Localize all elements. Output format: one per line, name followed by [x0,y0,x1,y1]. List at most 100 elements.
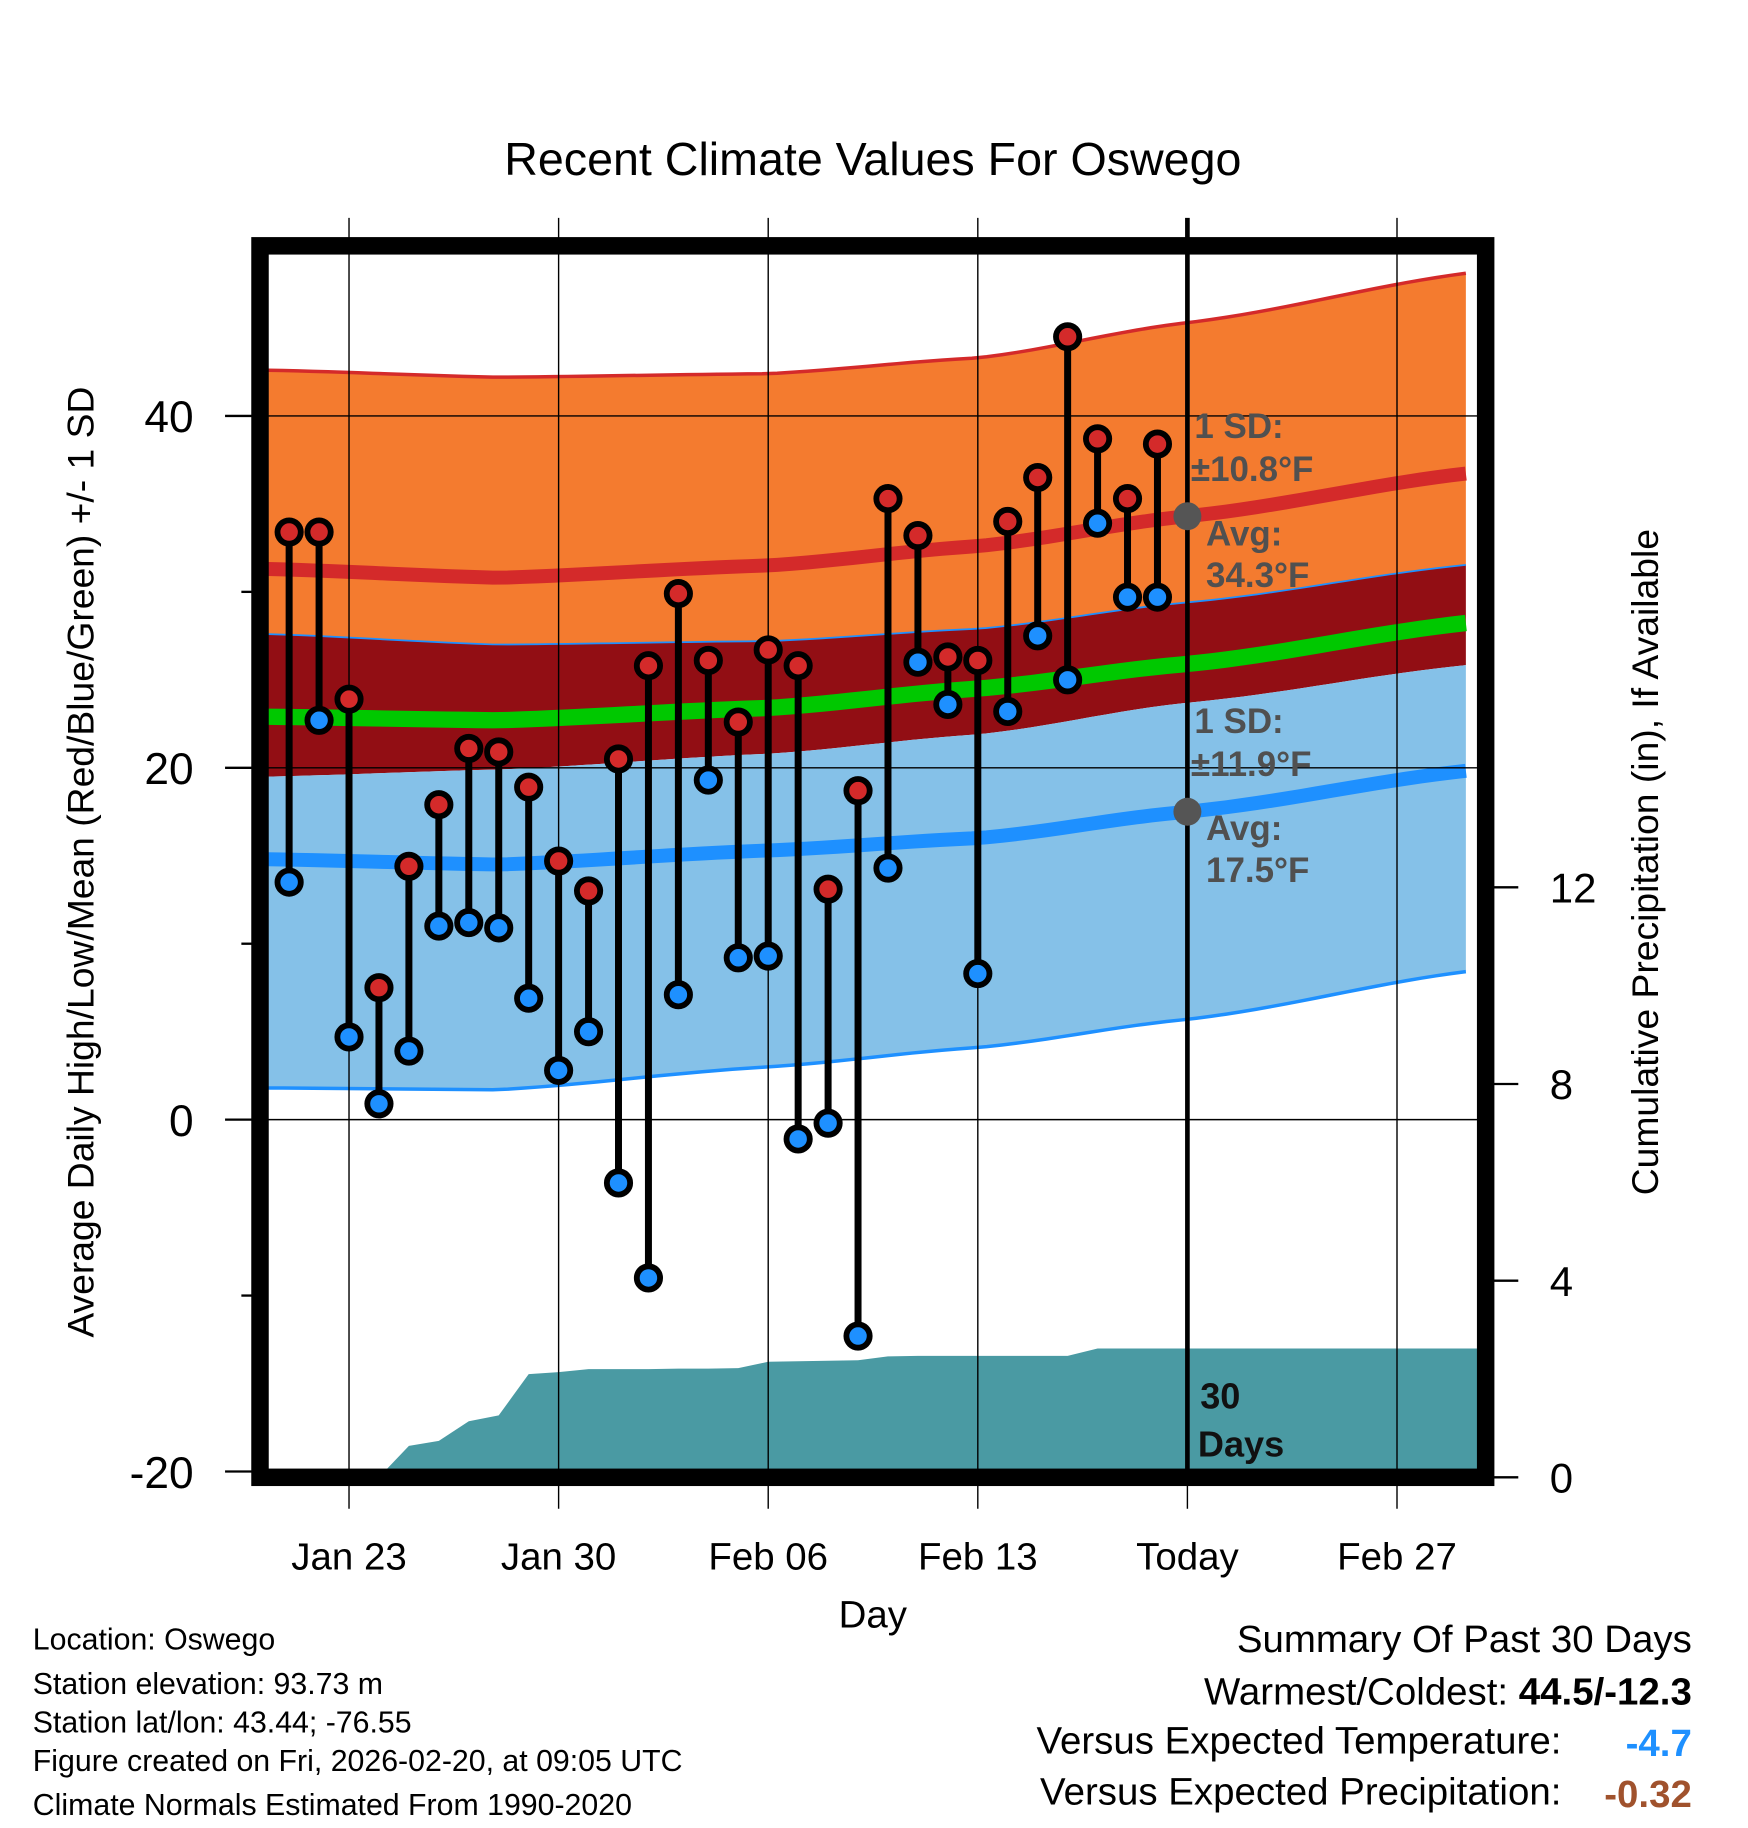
high-point [663,579,693,609]
footer-latlon: Station lat/lon: 43.44; -76.55 [33,1706,412,1739]
low-point [364,1089,394,1119]
summary-warm-cold: Warmest/Coldest: 44.5/-12.3 [1204,1671,1692,1714]
high-point [1112,484,1143,514]
low-avg-value: 17.5°F [1206,851,1309,890]
high-point [1053,322,1083,352]
low-point [603,1168,634,1198]
low-point [963,959,993,989]
high-avg-label: Avg: [1206,514,1282,553]
y-right-tick-label: 8 [1550,1061,1573,1108]
low-lower-sd-line [268,969,1467,1092]
low-point [843,1321,873,1351]
low-point [1142,582,1173,612]
high-point [573,876,604,906]
high-point [903,520,933,551]
high-point [544,846,574,876]
high-point [1083,424,1113,454]
high-sd-value: ±10.8°F [1191,450,1314,489]
footer-normals: Climate Normals Estimated From 1990-2020 [33,1789,632,1822]
high-point [1142,429,1173,459]
mean-normal-line [268,614,1467,729]
y-right-tick-label: 4 [1550,1258,1573,1305]
summary-title: Summary Of Past 30 Days [1237,1618,1692,1661]
low-point [424,911,454,941]
low-point [753,941,783,971]
high-point [304,517,334,547]
low-point [1083,508,1113,538]
high-point [993,506,1023,537]
y-right-tick-label: 0 [1550,1454,1573,1501]
high-point [484,737,514,767]
warm-cold-value: 44.5/-12.3 [1519,1671,1692,1714]
low-point [394,1036,424,1066]
low-point [813,1108,843,1138]
low-sd-value: ±11.9°F [1191,745,1312,784]
low-point [783,1124,813,1154]
high-sd-band [268,273,1466,645]
low-avg-label: Avg: [1206,809,1282,848]
high-point [1023,462,1053,493]
precipitation-area [289,1348,1478,1478]
high-point [693,645,723,676]
x-tick-label: Feb 06 [708,1535,828,1578]
x-tick-label: Today [1136,1535,1239,1578]
days-count: 30 [1200,1376,1240,1417]
low-point [304,705,334,735]
high-point [603,744,634,774]
high-point [813,874,843,904]
high-point [873,484,903,514]
low-point [274,867,304,897]
high-point [514,772,544,802]
low-point [334,1022,364,1052]
low-point [933,689,963,720]
days-word: Days [1198,1423,1284,1464]
high-point [933,642,963,672]
high-avg-marker [1173,502,1202,531]
warm-cold-label: Warmest/Coldest: [1204,1671,1508,1714]
x-tick-label: Jan 30 [501,1535,616,1578]
high-point [274,517,304,547]
low-point [723,943,753,973]
y-axis-right-label: Cumulative Precipitation (in), If Availa… [1624,529,1666,1195]
high-point [334,684,364,714]
low-point [484,913,514,943]
x-tick-label: Feb 13 [918,1535,1038,1578]
low-sd-label: 1 SD: [1194,702,1283,741]
high-upper-sd-line [268,271,1467,379]
low-point [903,647,933,677]
low-point [514,983,544,1013]
precip-label: Versus Expected Precipitation: [1040,1771,1561,1814]
low-point [1112,582,1143,612]
high-sd-label: 1 SD: [1194,407,1283,446]
x-tick-label: Feb 27 [1337,1535,1457,1578]
low-point [663,980,693,1010]
temp-label: Versus Expected Temperature: [1036,1719,1561,1762]
high-point [843,776,873,806]
y-tick-label: 40 [144,393,193,442]
x-axis-label: Day [839,1594,908,1637]
footer-elevation: Station elevation: 93.73 m [33,1668,383,1701]
precip-value: -0.32 [1604,1773,1692,1816]
high-lower-band-line [268,564,1466,646]
low-sd-band [268,665,1466,1090]
high-point [783,651,813,681]
high-point [963,645,993,676]
footer-location: Location: Oswego [33,1624,275,1657]
high-point [364,973,394,1003]
low-point [693,765,723,795]
low-point [1053,665,1083,695]
footer-created: Figure created on Fri, 2026-02-20, at 09… [33,1745,683,1778]
plot-frame [251,237,1495,1487]
low-point [544,1055,574,1085]
high-point [753,635,783,665]
y-axis-label: Average Daily High/Low/Mean (Red/Blue/Gr… [59,387,101,1338]
y-tick-label: -20 [130,1449,194,1498]
x-tick-label: Jan 23 [291,1535,406,1578]
y-tick-label: 0 [169,1097,194,1146]
y-tick-label: 20 [144,745,193,794]
low-point [873,853,903,883]
low-point [633,1263,664,1293]
high-normal-line [267,466,1467,585]
low-point [454,908,484,938]
high-point [394,851,424,881]
